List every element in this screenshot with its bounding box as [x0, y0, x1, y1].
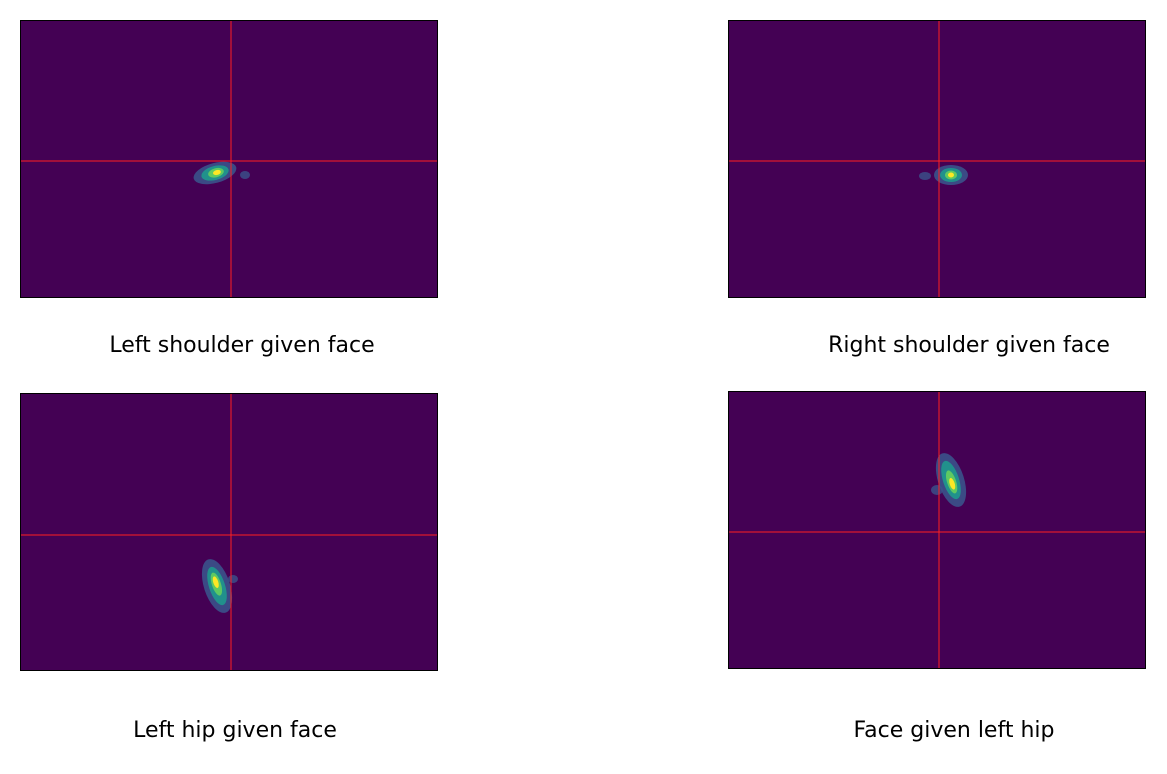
heatmap-panel-right-shoulder — [728, 20, 1146, 298]
heatmap-left-hip-svg — [21, 394, 437, 670]
caption-right-shoulder: Right shoulder given face — [828, 333, 1110, 358]
heatmap-blob-left-shoulder — [193, 161, 237, 185]
heatmap-blob-left-hip-satellite — [228, 575, 238, 583]
heatmap-panel-left-shoulder — [20, 20, 438, 298]
caption-face: Face given left hip — [853, 718, 1055, 743]
heatmap-blob-left-hip — [201, 559, 233, 613]
heatmap-blob-face — [935, 453, 967, 507]
caption-left-shoulder: Left shoulder given face — [109, 333, 375, 358]
heatmap-blob-face-satellite — [931, 485, 943, 495]
heatmap-right-shoulder-svg — [729, 21, 1145, 297]
heatmap-left-shoulder-svg — [21, 21, 437, 297]
heatmap-panel-left-hip — [20, 393, 438, 671]
caption-left-hip: Left hip given face — [133, 718, 337, 743]
heatmap-blob-right-shoulder — [934, 165, 968, 185]
heatmap-blob-left-shoulder-satellite — [240, 171, 250, 179]
heatmap-face-svg — [729, 392, 1145, 668]
heatmap-blob-right-shoulder-satellite — [919, 172, 931, 180]
heatmap-panel-face — [728, 391, 1146, 669]
